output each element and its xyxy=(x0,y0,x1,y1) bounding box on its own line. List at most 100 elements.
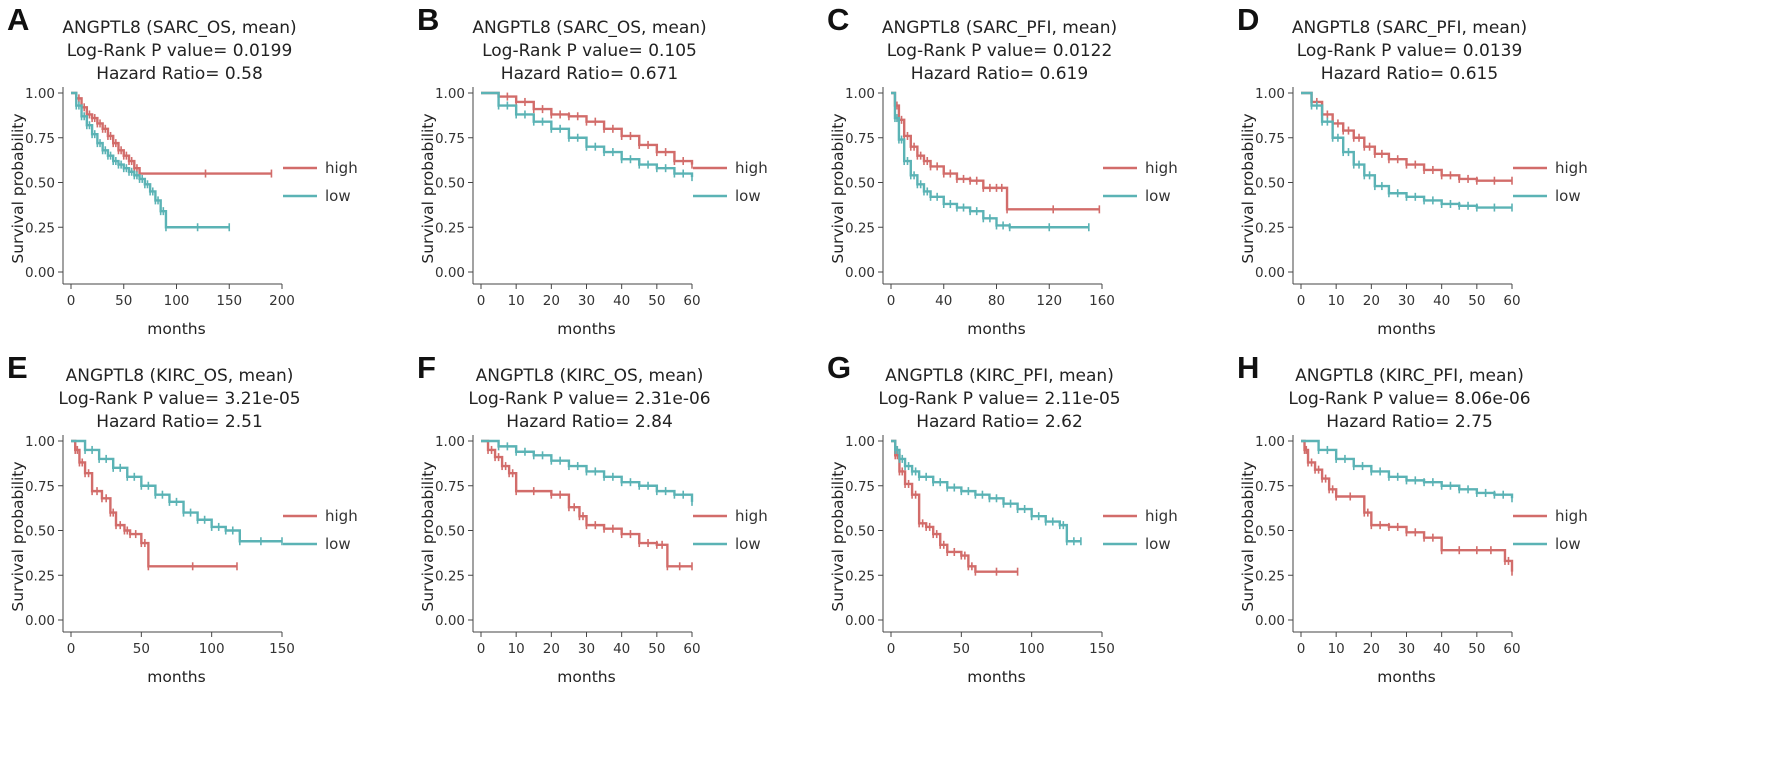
km-panel-d: D ANGPTL8 (SARC_PFI, mean) Log-Rank P valu… xyxy=(1237,2,1588,338)
legend-label-high: high xyxy=(735,507,768,525)
y-tick-label: 0.25 xyxy=(1255,220,1285,236)
km-curve-high xyxy=(481,439,692,568)
y-tick-label: 1.00 xyxy=(25,86,55,102)
x-tick-label: 20 xyxy=(543,641,560,657)
x-tick-label: 160 xyxy=(1089,293,1115,309)
x-tick-label: 50 xyxy=(648,293,665,309)
x-tick-label: 50 xyxy=(1468,641,1485,657)
legend-label-high: high xyxy=(325,507,358,525)
chart-title-line: ANGPTL8 (KIRC_PFI, mean) xyxy=(885,366,1114,386)
legend-label-high: high xyxy=(1145,159,1178,177)
legend-label-low: low xyxy=(735,187,761,205)
km-panel-e: E ANGPTL8 (KIRC_OS, mean) Log-Rank P value… xyxy=(7,350,358,686)
km-curve-low xyxy=(891,91,1089,229)
chart-title-line: Log-Rank P value= 2.11e-05 xyxy=(878,389,1120,409)
y-tick-label: 1.00 xyxy=(845,86,875,102)
chart-title-line: Log-Rank P value= 0.105 xyxy=(482,41,697,61)
y-tick-label: 0.25 xyxy=(435,220,465,236)
y-tick-label: 0.00 xyxy=(845,613,875,629)
legend-label-low: low xyxy=(1145,535,1171,553)
chart-title-line: Hazard Ratio= 0.615 xyxy=(1321,64,1498,84)
y-axis-label: Survival probability xyxy=(829,461,847,611)
panel-label: C xyxy=(827,2,849,37)
x-axis-label: months xyxy=(1377,320,1435,338)
panel-label: E xyxy=(7,350,28,385)
y-tick-label: 0.75 xyxy=(25,131,55,147)
x-tick-label: 0 xyxy=(887,641,896,657)
km-panel-b: B ANGPTL8 (SARC_OS, mean) Log-Rank P value… xyxy=(417,2,768,338)
chart-title-line: Hazard Ratio= 2.75 xyxy=(1326,412,1493,432)
x-tick-label: 50 xyxy=(953,641,970,657)
km-curve-low xyxy=(481,91,694,178)
x-tick-label: 30 xyxy=(578,641,595,657)
y-tick-label: 0.50 xyxy=(25,176,55,192)
y-tick-label: 0.25 xyxy=(25,568,55,584)
y-tick-label: 0.75 xyxy=(25,479,55,495)
chart-title-line: Log-Rank P value= 2.31e-06 xyxy=(468,389,710,409)
x-tick-label: 150 xyxy=(269,641,295,657)
y-tick-label: 0.75 xyxy=(845,479,875,495)
km-curve-high xyxy=(1301,439,1514,572)
chart-title-line: Hazard Ratio= 2.51 xyxy=(96,412,263,432)
x-axis-label: months xyxy=(967,320,1025,338)
chart-title-line: Hazard Ratio= 2.62 xyxy=(916,412,1083,432)
y-tick-label: 1.00 xyxy=(1255,434,1285,450)
chart-title-line: Log-Rank P value= 8.06e-06 xyxy=(1288,389,1530,409)
chart-title-line: ANGPTL8 (SARC_OS, mean) xyxy=(472,18,706,38)
chart-title-line: Log-Rank P value= 0.0199 xyxy=(67,41,293,61)
legend-label-high: high xyxy=(325,159,358,177)
legend-label-high: high xyxy=(1555,507,1588,525)
x-tick-label: 50 xyxy=(648,641,665,657)
x-tick-label: 60 xyxy=(683,293,700,309)
y-tick-label: 1.00 xyxy=(845,434,875,450)
x-axis-label: months xyxy=(147,668,205,686)
y-axis-label: Survival probability xyxy=(419,113,437,263)
x-tick-label: 20 xyxy=(543,293,560,309)
y-tick-label: 0.00 xyxy=(435,613,465,629)
legend-label-low: low xyxy=(1145,187,1171,205)
x-tick-label: 30 xyxy=(1398,293,1415,309)
chart-title-line: Hazard Ratio= 0.619 xyxy=(911,64,1088,84)
chart-title-line: ANGPTL8 (KIRC_OS, mean) xyxy=(66,366,294,386)
y-tick-label: 0.25 xyxy=(435,568,465,584)
x-tick-label: 0 xyxy=(67,293,76,309)
y-axis-label: Survival probability xyxy=(829,113,847,263)
chart-title-line: Hazard Ratio= 2.84 xyxy=(506,412,673,432)
km-curve-high xyxy=(71,439,237,568)
legend-label-low: low xyxy=(1555,535,1581,553)
legend-label-high: high xyxy=(1145,507,1178,525)
panel-label: D xyxy=(1237,2,1259,37)
y-tick-label: 0.50 xyxy=(1255,524,1285,540)
chart-title-line: ANGPTL8 (SARC_OS, mean) xyxy=(62,18,296,38)
x-axis-label: months xyxy=(557,320,615,338)
legend-label-low: low xyxy=(325,535,351,553)
chart-title-line: ANGPTL8 (KIRC_OS, mean) xyxy=(476,366,704,386)
x-tick-label: 200 xyxy=(269,293,295,309)
km-panel-h: H ANGPTL8 (KIRC_PFI, mean) Log-Rank P valu… xyxy=(1237,350,1588,686)
panel-label: B xyxy=(417,2,439,37)
x-tick-label: 40 xyxy=(1433,641,1450,657)
x-tick-label: 30 xyxy=(578,293,595,309)
y-tick-label: 0.50 xyxy=(1255,176,1285,192)
x-tick-label: 0 xyxy=(477,293,486,309)
x-tick-label: 120 xyxy=(1036,293,1062,309)
x-tick-label: 0 xyxy=(887,293,896,309)
legend-label-low: low xyxy=(1555,187,1581,205)
y-axis-label: Survival probability xyxy=(9,113,27,263)
y-tick-label: 0.25 xyxy=(845,568,875,584)
y-tick-label: 0.25 xyxy=(1255,568,1285,584)
legend-label-high: high xyxy=(1555,159,1588,177)
y-tick-label: 1.00 xyxy=(435,434,465,450)
x-tick-label: 80 xyxy=(988,293,1005,309)
x-tick-label: 100 xyxy=(199,641,225,657)
x-axis-label: months xyxy=(557,668,615,686)
y-tick-label: 0.00 xyxy=(435,265,465,281)
x-tick-label: 60 xyxy=(1503,641,1520,657)
km-panel-a: A ANGPTL8 (SARC_OS, mean) Log-Rank P value… xyxy=(7,2,358,338)
y-tick-label: 0.50 xyxy=(435,524,465,540)
y-axis-label: Survival probability xyxy=(9,461,27,611)
y-tick-label: 0.00 xyxy=(845,265,875,281)
y-tick-label: 0.50 xyxy=(845,524,875,540)
y-tick-label: 0.75 xyxy=(1255,479,1285,495)
y-axis-label: Survival probability xyxy=(419,461,437,611)
